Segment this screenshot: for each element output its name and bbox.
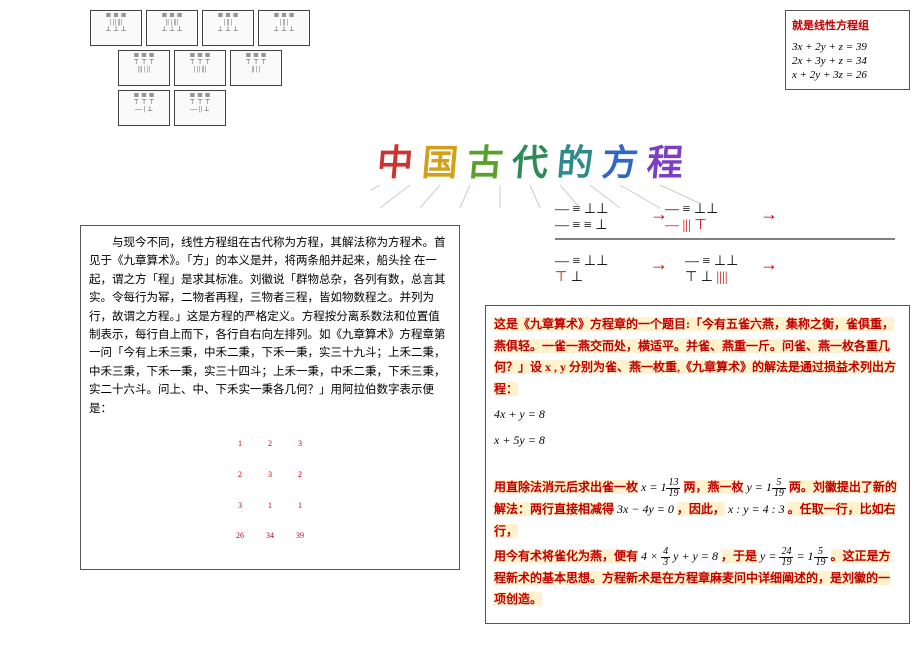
svg-text:国: 国 <box>420 143 459 183</box>
rod-cell: ≣ ≣ ≣⊤ ⊤ ⊤— || ⊥ <box>174 90 226 126</box>
equation-box-title: 就是线性方程组 <box>792 17 903 33</box>
svg-text:代: 代 <box>509 143 549 183</box>
svg-text:的: 的 <box>555 143 594 183</box>
svg-text:— ≡ ⊥⊥: — ≡ ⊥⊥ <box>664 202 718 217</box>
rod-algorithm-diagram: — ≡ ⊥⊥ — ≡ ≡ ⊥ — ≡ ⊥⊥ — ||| ⊤ → → — ≡ ⊥⊥… <box>555 195 895 290</box>
rod-numeral-figure: ≣ ≣ ≣| || |||⊥ ⊥ ⊥ ≣ ≣ ≣|| | |||⊥ ⊥ ⊥ ≣ … <box>90 10 315 130</box>
rod-cell: ≣ ≣ ≣⊤ ⊤ ⊤|| | | <box>230 50 282 86</box>
highlight-text: 这是《九章算术》方程章的一个题目:「今有五雀六燕，集称之衡，雀俱重，燕俱轻。一雀… <box>494 317 896 396</box>
svg-text:方: 方 <box>600 143 639 183</box>
rod-cell: ≣ ≣ ≣⊤ ⊤ ⊤— | ⊥ <box>118 90 170 126</box>
equation-line: 3x + 2y + z = 39 <box>792 41 903 53</box>
equation: x + 5y = 8 <box>494 430 901 452</box>
equation-line: x + 2y + 3z = 26 <box>792 69 903 81</box>
rod-cell: ≣ ≣ ≣⊤ ⊤ ⊤| || ||| <box>174 50 226 86</box>
svg-text:中: 中 <box>375 143 414 183</box>
svg-text:→: → <box>650 204 668 224</box>
equation-box: 就是线性方程组 3x + 2y + z = 39 2x + 3y + z = 3… <box>785 10 910 90</box>
svg-text:→: → <box>760 254 778 274</box>
svg-text:— ≡ ⊥⊥: — ≡ ⊥⊥ <box>684 254 738 269</box>
equation-line: 2x + 3y + z = 34 <box>792 55 903 67</box>
svg-text:古: 古 <box>465 143 504 183</box>
svg-text:⊤ ⊥ ||||: ⊤ ⊥ |||| <box>685 270 728 285</box>
svg-text:— ||| ⊤: — ||| ⊤ <box>664 218 707 233</box>
svg-text:— ≡ ⊥⊥: — ≡ ⊥⊥ <box>555 254 608 269</box>
svg-text:— ≡ ⊥⊥: — ≡ ⊥⊥ <box>555 202 608 217</box>
left-text-box: 与现今不同，线性方程组在古代称为方程，其解法称为方程术。首见于《九章算术》。「方… <box>80 225 460 570</box>
rod-cell: ≣ ≣ ≣| || |||⊥ ⊥ ⊥ <box>90 10 142 46</box>
svg-text:— ≡ ≡ ⊥: — ≡ ≡ ⊥ <box>555 218 608 233</box>
rod-cell: ≣ ≣ ≣| || |⊥ ⊥ ⊥ <box>202 10 254 46</box>
svg-text:程: 程 <box>645 143 684 183</box>
left-text-body: 与现今不同，线性方程组在古代称为方程，其解法称为方程术。首见于《九章算术》。「方… <box>89 234 451 418</box>
rod-cell: ≣ ≣ ≣|| | |||⊥ ⊥ ⊥ <box>146 10 198 46</box>
svg-text:⊤ ⊥: ⊤ ⊥ <box>555 270 583 285</box>
right-text-box: 这是《九章算术》方程章的一个题目:「今有五雀六燕，集称之衡，雀俱重，燕俱轻。一雀… <box>485 305 910 624</box>
rod-cell: ≣ ≣ ≣⊤ ⊤ ⊤||| | || <box>118 50 170 86</box>
rod-cell: ≣ ≣ ≣| || |⊥ ⊥ ⊥ <box>258 10 310 46</box>
coefficient-grid: 123 232 311 263439 <box>89 438 451 543</box>
svg-text:→: → <box>650 254 668 274</box>
svg-text:→: → <box>760 204 778 224</box>
equation: 4x + y = 8 <box>494 404 901 426</box>
